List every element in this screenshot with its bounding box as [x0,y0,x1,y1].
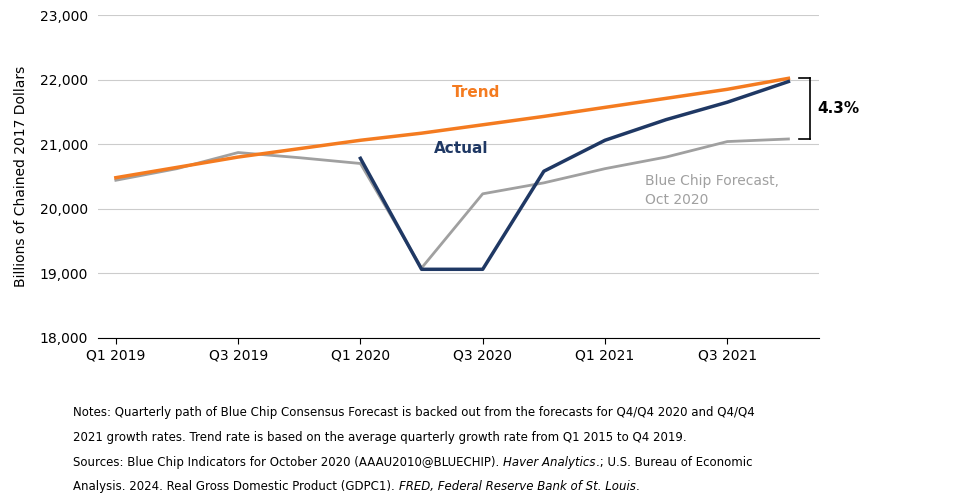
Text: .; U.S. Bureau of Economic: .; U.S. Bureau of Economic [596,456,752,469]
Text: Blue Chip Forecast,
Oct 2020: Blue Chip Forecast, Oct 2020 [644,174,779,207]
Y-axis label: Billions of Chained 2017 Dollars: Billions of Chained 2017 Dollars [15,66,28,287]
Text: .: . [636,480,640,493]
Text: Sources: Blue Chip Indicators for October 2020 (AAAU2010@BLUECHIP).: Sources: Blue Chip Indicators for Octobe… [73,456,503,469]
Text: Actual: Actual [434,141,488,156]
Text: Trend: Trend [452,85,500,100]
Text: FRED, Federal Reserve Bank of St. Louis: FRED, Federal Reserve Bank of St. Louis [399,480,636,493]
Text: 4.3%: 4.3% [817,101,859,116]
Text: Analysis. 2024. Real Gross Domestic Product (GDPC1).: Analysis. 2024. Real Gross Domestic Prod… [73,480,399,493]
Text: Haver Analytics: Haver Analytics [503,456,596,469]
Text: Notes: Quarterly path of Blue Chip Consensus Forecast is backed out from the for: Notes: Quarterly path of Blue Chip Conse… [73,406,755,419]
Text: 2021 growth rates. Trend rate is based on the average quarterly growth rate from: 2021 growth rates. Trend rate is based o… [73,431,686,444]
